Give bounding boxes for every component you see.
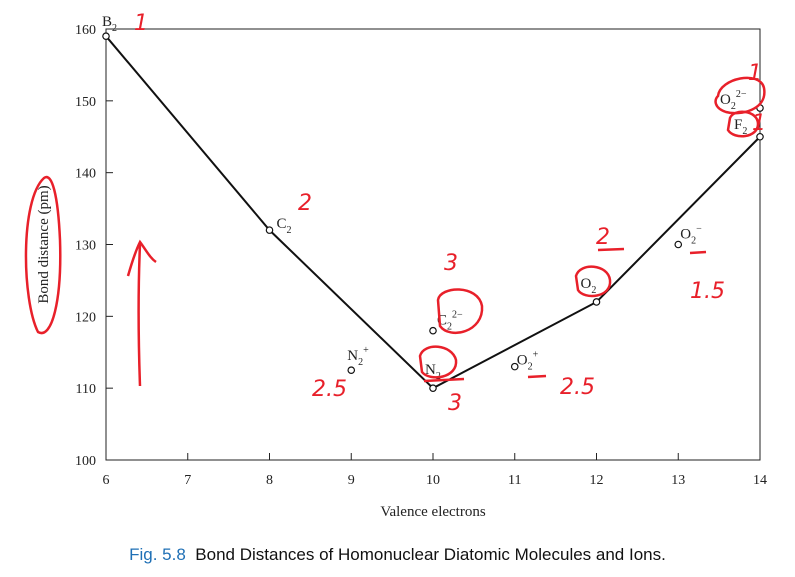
y-tick-label: 160 bbox=[75, 23, 96, 38]
y-tick-label: 150 bbox=[75, 95, 96, 110]
x-tick-label: 14 bbox=[753, 473, 767, 488]
x-tick-label: 11 bbox=[508, 473, 521, 488]
molecule-label: F2 bbox=[734, 117, 747, 137]
bond-order-annotation: 1.5 bbox=[690, 279, 725, 304]
figure-number: Fig. 5.8 bbox=[129, 545, 186, 564]
bond-order-annotation: 1 bbox=[748, 61, 762, 86]
ion-label: N2+ bbox=[347, 345, 369, 368]
up-arrow-shaft bbox=[139, 244, 141, 386]
y-tick-label: 100 bbox=[75, 454, 96, 469]
x-tick-label: 6 bbox=[103, 473, 110, 488]
plot-frame bbox=[106, 29, 760, 460]
bond-order-annotation: 1 bbox=[752, 111, 766, 136]
x-tick-label: 7 bbox=[184, 473, 191, 488]
bond-order-annotation: 2.5 bbox=[312, 377, 347, 402]
bond-order-annotation: 2 bbox=[596, 225, 610, 250]
y-tick-label: 140 bbox=[75, 167, 96, 182]
chart-canvas: 6 7 8 9 10 11 12 13 14100110120130140150160Valen… bbox=[0, 0, 795, 540]
molecule-point bbox=[430, 385, 436, 391]
ion-point bbox=[348, 367, 354, 373]
molecule-point bbox=[593, 299, 599, 305]
molecule-label: C2 bbox=[277, 216, 292, 236]
o2-plus-underline bbox=[528, 376, 546, 377]
series-line bbox=[106, 36, 760, 388]
molecule-point bbox=[266, 227, 272, 233]
ion-label: O22− bbox=[720, 89, 747, 112]
x-tick-label: 8 bbox=[266, 473, 273, 488]
ion-point bbox=[430, 328, 436, 334]
bond-order-annotation: 2 bbox=[298, 191, 312, 216]
bond-order-annotation: 1 bbox=[134, 11, 148, 36]
x-tick-label: 13 bbox=[671, 473, 685, 488]
bond-order-annotation: 3 bbox=[444, 251, 458, 276]
y-tick-label: 120 bbox=[75, 310, 96, 325]
molecule-point bbox=[103, 33, 109, 39]
n2-underline bbox=[424, 379, 464, 381]
molecule-label: B2 bbox=[102, 14, 117, 34]
bond-order-annotation: 2.5 bbox=[560, 375, 595, 400]
bond-order-annotation: 3 bbox=[448, 391, 462, 416]
axes: 6 7 8 9 10 11 12 13 14100110120130140150160Valen… bbox=[36, 23, 767, 520]
y-axis-title: Bond distance (pm) bbox=[36, 185, 52, 303]
x-tick-label: 10 bbox=[426, 473, 440, 488]
ion-label: O2− bbox=[680, 224, 702, 247]
ion-label: O2+ bbox=[517, 350, 539, 373]
ion-label: C22− bbox=[437, 310, 463, 333]
y-tick-label: 110 bbox=[76, 382, 96, 397]
o2-minus-underline bbox=[690, 252, 706, 253]
figure-caption-text: Bond Distances of Homonuclear Diatomic M… bbox=[195, 545, 666, 564]
figure-caption: Fig. 5.8 Bond Distances of Homonuclear D… bbox=[0, 545, 795, 565]
x-tick-label: 9 bbox=[348, 473, 355, 488]
y-tick-label: 130 bbox=[75, 239, 96, 254]
x-axis-title: Valence electrons bbox=[380, 504, 486, 520]
x-tick-label: 12 bbox=[590, 473, 604, 488]
up-arrow-head bbox=[128, 242, 156, 276]
